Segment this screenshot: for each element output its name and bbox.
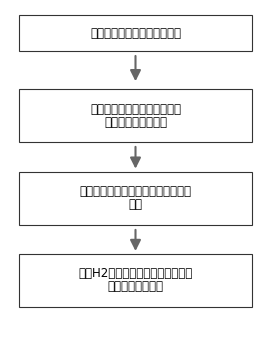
Bar — [19, 172, 252, 225]
Text: 采用去耦变换建立核反应模型: 采用去耦变换建立核反应模型 — [90, 103, 181, 116]
Text: 建立铑与热中子的核反应模型: 建立铑与热中子的核反应模型 — [90, 27, 181, 40]
Text: 流信号作延迟消除: 流信号作延迟消除 — [108, 281, 163, 293]
Text: 确定铑自给能探测器电流的瞬时响应: 确定铑自给能探测器电流的瞬时响应 — [79, 185, 192, 198]
Bar — [19, 15, 252, 51]
Text: 份额: 份额 — [128, 198, 143, 211]
Bar — [19, 254, 252, 307]
Text: 对应的离散状态方程: 对应的离散状态方程 — [104, 116, 167, 129]
Text: 利用H2滤波器对铑自给能探测器电: 利用H2滤波器对铑自给能探测器电 — [78, 268, 193, 280]
Bar — [19, 89, 252, 142]
